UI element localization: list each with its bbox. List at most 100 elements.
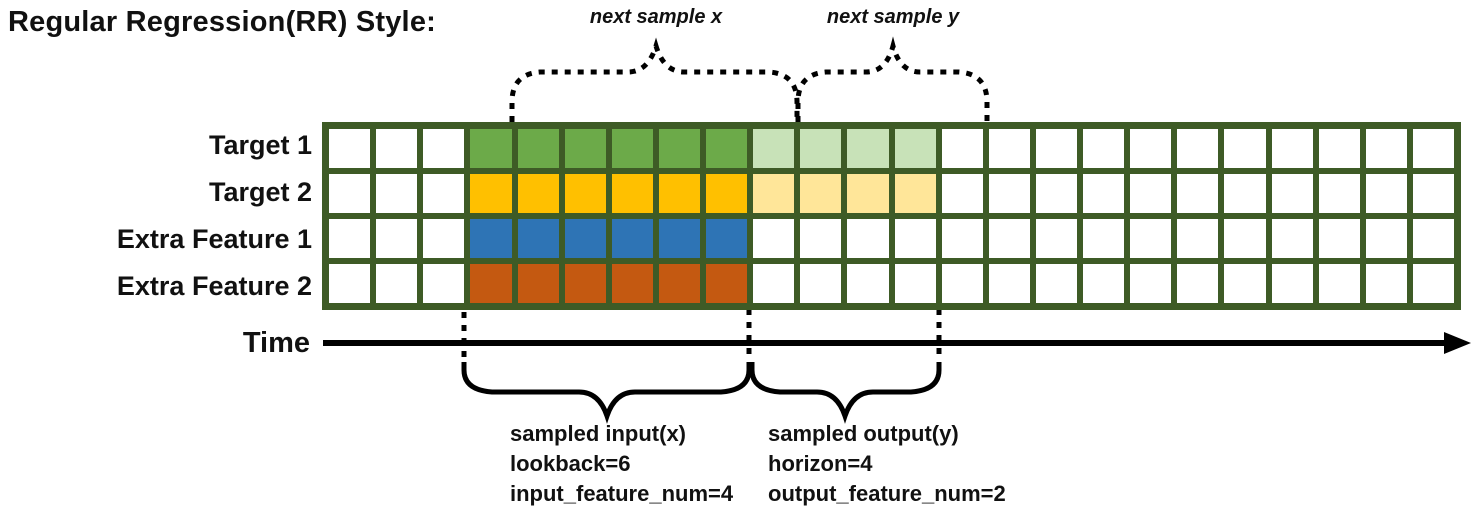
grid-cell: [941, 174, 983, 213]
grid-cell: [470, 264, 512, 303]
grid-cell: [1083, 129, 1125, 168]
grid-cell: [376, 174, 418, 213]
grid-cell: [800, 129, 842, 168]
grid-cell: [1130, 129, 1172, 168]
grid-cell: [1271, 219, 1313, 258]
grid-cell: [1035, 219, 1077, 258]
grid-cell: [423, 264, 465, 303]
grid-cell: [800, 219, 842, 258]
grid-cell: [1177, 174, 1219, 213]
grid-cell: [1130, 264, 1172, 303]
grid-cell: [611, 264, 653, 303]
grid-cell: [988, 174, 1030, 213]
grid-cell: [1412, 129, 1454, 168]
sampled-input-note: sampled input(x) lookback=6 input_featur…: [510, 419, 733, 509]
grid-cell: [1318, 264, 1360, 303]
grid-cell: [376, 219, 418, 258]
grid-cell: [706, 174, 748, 213]
horizon-value: horizon=4: [768, 451, 873, 476]
grid-cell: [847, 219, 889, 258]
grid-cell: [753, 264, 795, 303]
grid-cell: [470, 219, 512, 258]
grid-cell: [1318, 174, 1360, 213]
sampled-input-title: sampled input(x): [510, 421, 687, 446]
grid-cell: [1271, 174, 1313, 213]
grid-cell: [1083, 264, 1125, 303]
grid-cell: [470, 129, 512, 168]
row-label-extra-feature-1: Extra Feature 1: [116, 224, 312, 254]
grid-cell: [517, 129, 559, 168]
grid-cell: [1177, 129, 1219, 168]
grid-cell: [753, 174, 795, 213]
grid-cell: [988, 129, 1030, 168]
grid-cell: [517, 174, 559, 213]
grid-cell: [329, 174, 371, 213]
grid-cell: [800, 264, 842, 303]
grid-cell: [1271, 129, 1313, 168]
grid-cell: [1083, 219, 1125, 258]
grid-cell: [376, 264, 418, 303]
grid-cell: [470, 174, 512, 213]
next-sample-x-brace: [509, 37, 800, 122]
grid-cell: [1365, 219, 1407, 258]
grid-cell: [564, 219, 606, 258]
grid-cell: [423, 219, 465, 258]
row-label-extra-feature-2: Extra Feature 2: [116, 271, 312, 301]
grid-cell: [329, 219, 371, 258]
time-label: Time: [242, 327, 310, 359]
grid-cell: [1271, 264, 1313, 303]
grid-cell: [706, 219, 748, 258]
grid-cell: [1083, 174, 1125, 213]
cell-grid: [322, 122, 1461, 310]
grid-cell: [1412, 219, 1454, 258]
grid-cell: [941, 264, 983, 303]
grid-cell: [988, 219, 1030, 258]
grid-cell: [1177, 219, 1219, 258]
grid-cell: [800, 174, 842, 213]
grid-cell: [1224, 174, 1266, 213]
grid-cell: [1224, 129, 1266, 168]
grid-cell: [1035, 129, 1077, 168]
grid-cell: [658, 219, 700, 258]
sampled-output-note: sampled output(y) horizon=4 output_featu…: [768, 419, 1006, 509]
grid-cell: [517, 264, 559, 303]
grid-cell: [753, 219, 795, 258]
grid-cell: [564, 264, 606, 303]
row-label-target-1: Target 1: [208, 130, 312, 160]
grid-cell: [941, 129, 983, 168]
grid-cell: [1035, 174, 1077, 213]
grid-cell: [423, 174, 465, 213]
grid-cell: [1365, 264, 1407, 303]
grid-cell: [564, 129, 606, 168]
grid-cell: [847, 174, 889, 213]
grid-cell: [988, 264, 1030, 303]
next-sample-x-label: next sample x: [589, 6, 723, 28]
grid-cell: [894, 264, 936, 303]
grid-cell: [1177, 264, 1219, 303]
row-labels: Target 1 Target 2 Extra Feature 1 Extra …: [0, 122, 312, 310]
grid-cell: [658, 129, 700, 168]
next-sample-y-label: next sample y: [826, 6, 960, 28]
grid-cell: [611, 219, 653, 258]
grid-cell: [1318, 129, 1360, 168]
grid-cell: [1130, 174, 1172, 213]
sampled-output-brace: [749, 362, 942, 424]
grid-cell: [1318, 219, 1360, 258]
grid-cell: [847, 129, 889, 168]
grid-cell: [941, 219, 983, 258]
diagram-title: Regular Regression(RR) Style:: [8, 6, 436, 38]
lookback-value: lookback=6: [510, 451, 631, 476]
grid-cell: [564, 174, 606, 213]
grid-cell: [706, 129, 748, 168]
grid-cell: [894, 219, 936, 258]
output-feature-num-value: output_feature_num=2: [768, 481, 1006, 506]
grid-cell: [517, 219, 559, 258]
grid-cell: [611, 174, 653, 213]
grid-cell: [1130, 219, 1172, 258]
grid-cell: [1035, 264, 1077, 303]
grid-cell: [1365, 129, 1407, 168]
grid-cell: [658, 264, 700, 303]
grid-cell: [423, 129, 465, 168]
